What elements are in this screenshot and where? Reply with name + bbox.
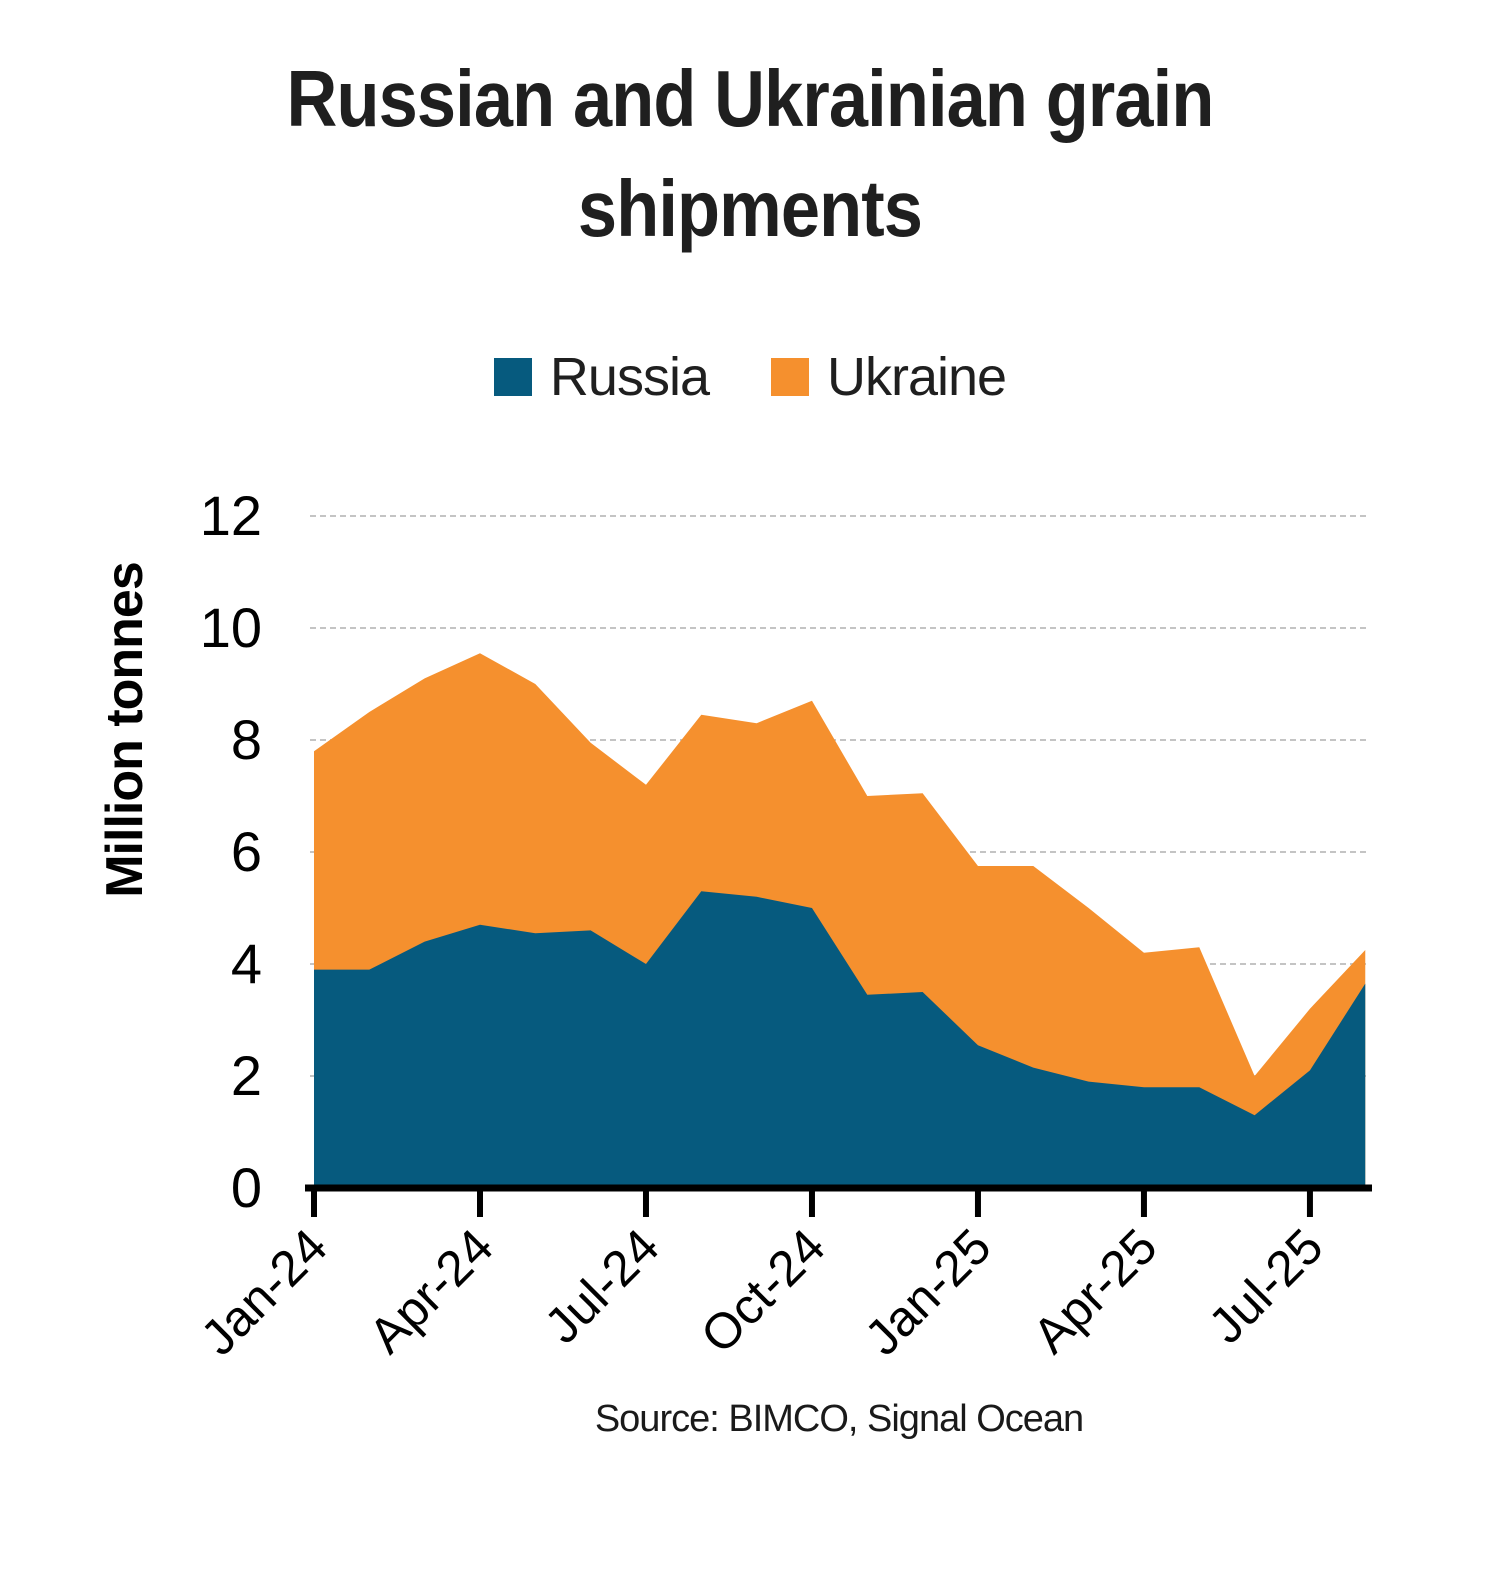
x-tick-label-Jan-25: Jan-25 bbox=[854, 1218, 1002, 1366]
x-tick-label-Jul-24: Jul-24 bbox=[534, 1218, 670, 1354]
legend-swatch-ukraine bbox=[770, 358, 809, 396]
y-tick-label-2: 2 bbox=[231, 1044, 262, 1107]
legend-label-ukraine: Ukraine bbox=[826, 347, 1007, 407]
y-tick-label-4: 4 bbox=[231, 932, 262, 995]
source-note: Source: BIMCO, Signal Ocean bbox=[594, 1398, 1084, 1440]
y-tick-label-10: 10 bbox=[200, 596, 262, 659]
legend-swatch-russia bbox=[493, 358, 532, 396]
x-tick-label-Jan-24: Jan-24 bbox=[190, 1218, 338, 1366]
area-russia bbox=[314, 891, 1366, 1188]
x-tick-label-Jul-25: Jul-25 bbox=[1198, 1218, 1334, 1354]
chart-legend: Russia Ukraine bbox=[0, 346, 1500, 408]
y-tick-label-0: 0 bbox=[231, 1156, 262, 1219]
x-tick-label-Apr-24: Apr-24 bbox=[358, 1218, 504, 1364]
legend-item-ukraine: Ukraine bbox=[770, 346, 1007, 408]
x-tick-label-Apr-25: Apr-25 bbox=[1022, 1218, 1168, 1364]
x-tick-label-Oct-24: Oct-24 bbox=[690, 1218, 836, 1364]
legend-item-russia: Russia bbox=[493, 346, 710, 408]
y-axis-title: Million tonnes bbox=[96, 562, 154, 898]
chart-title: Russian and Ukrainian grain shipments bbox=[286, 54, 1215, 253]
y-tick-label-12: 12 bbox=[200, 484, 262, 547]
y-tick-label-8: 8 bbox=[231, 708, 262, 771]
y-tick-label-6: 6 bbox=[231, 820, 262, 883]
legend-label-russia: Russia bbox=[549, 347, 710, 407]
